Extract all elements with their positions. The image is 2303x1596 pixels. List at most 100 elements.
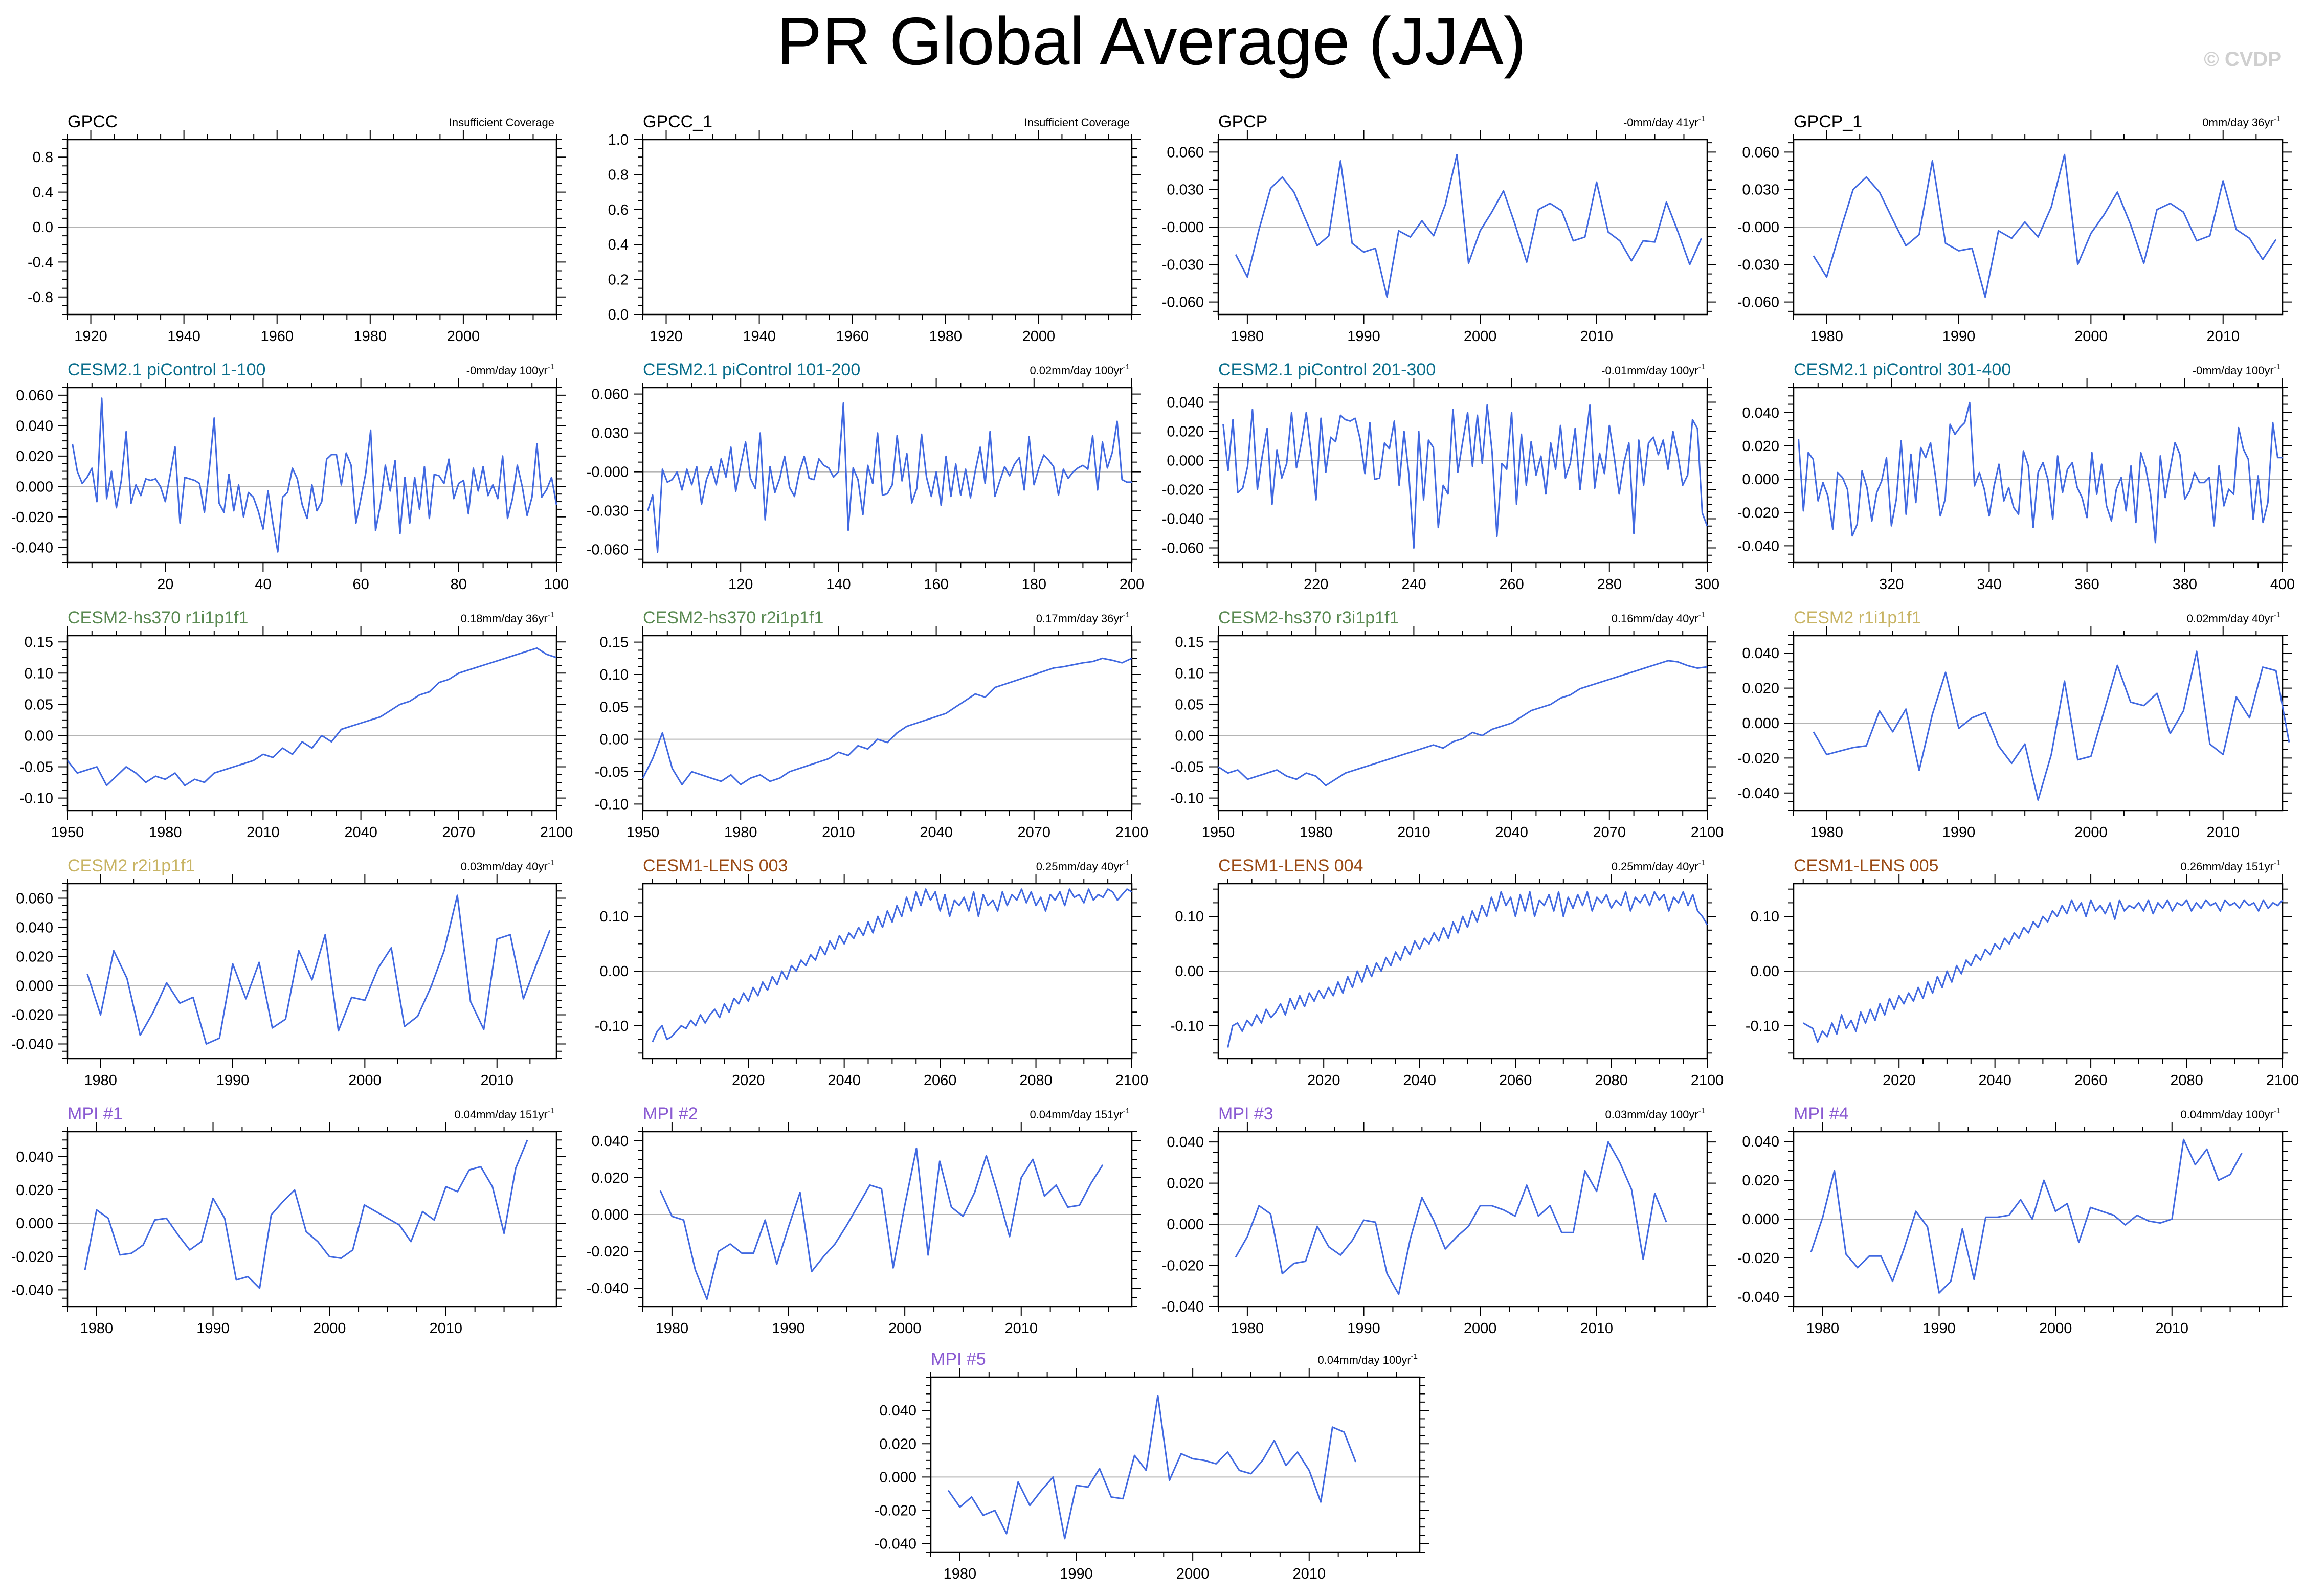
- y-tick-label: -0.040: [1737, 538, 1779, 554]
- y-tick-label: -0.020: [11, 1007, 53, 1024]
- y-tick-label: 0.00: [1751, 963, 1779, 980]
- panel-title: CESM2-hs370 r1i1p1f1: [68, 608, 248, 627]
- x-tick-label: 2010: [2156, 1320, 2189, 1337]
- x-tick-label: 1980: [80, 1320, 114, 1337]
- x-tick-label: 2040: [1495, 824, 1528, 841]
- panel-stat: 0.25mm/day 40yr-1: [1612, 859, 1705, 873]
- x-tick-label: 2070: [442, 824, 476, 841]
- x-tick-label: 140: [826, 576, 851, 593]
- y-tick-label: -0.10: [595, 796, 629, 813]
- panel-stat: 0.04mm/day 100yr-1: [2180, 1107, 2280, 1121]
- y-tick-label: -0.020: [1737, 1250, 1779, 1267]
- panel-17: 1980 1990 2000 2010 -0.040 -0.020 0.000 0.020 0.…: [11, 1104, 566, 1337]
- x-tick-label: 1980: [656, 1320, 689, 1337]
- x-tick-label: 1980: [1806, 1320, 1840, 1337]
- panel-stat-exponent: -1: [2274, 115, 2280, 123]
- series-line: [1235, 153, 1702, 298]
- y-tick-label: 0.10: [1175, 665, 1204, 682]
- panel-stat: 0.04mm/day 151yr-1: [1030, 1107, 1130, 1121]
- x-tick-label: 2010: [430, 1320, 463, 1337]
- y-tick-label: -0.10: [19, 791, 53, 807]
- x-tick-label: 1990: [1347, 1320, 1380, 1337]
- x-tick-label: 1980: [1810, 824, 1843, 841]
- y-tick-label: 0.000: [1742, 1211, 1779, 1228]
- y-tick-label: 0.020: [16, 1182, 53, 1199]
- x-tick-label: 1950: [627, 824, 660, 841]
- panel-stat: 0.25mm/day 40yr-1: [1036, 859, 1130, 873]
- x-tick-label: 260: [1499, 576, 1524, 593]
- x-tick-label: 1980: [929, 328, 963, 345]
- plot-frame: [66, 883, 557, 1060]
- x-tick-label: 2010: [247, 824, 280, 841]
- x-tick-label: 2010: [480, 1072, 513, 1089]
- x-tick-label: 2040: [1978, 1072, 2011, 1089]
- y-tick-label: 0.05: [1175, 696, 1204, 713]
- x-tick-label: 1980: [1231, 1320, 1264, 1337]
- panel-12: 1980 1990 2000 2010 -0.040 -0.020 0.000 0.020 0.…: [1737, 608, 2292, 841]
- panel-stat-exponent: -1: [548, 859, 554, 867]
- panel-4: 1980 1990 2000 2010 -0.060 -0.030 -0.000 0.030 0…: [1737, 112, 2292, 345]
- y-tick-label: -0.030: [1737, 257, 1779, 273]
- y-tick-label: -0.05: [19, 759, 53, 776]
- panel-stat-exponent: -1: [1698, 859, 1705, 867]
- x-tick-label: 2000: [2074, 824, 2108, 841]
- x-tick-label: 1980: [1300, 824, 1333, 841]
- panel-title: CESM2.1 piControl 101-200: [643, 360, 860, 379]
- panel-stat: 0.02mm/day 100yr-1: [1030, 363, 1130, 377]
- y-tick-label: -0.020: [11, 509, 53, 526]
- x-tick-label: 1980: [354, 328, 387, 345]
- series-line: [652, 888, 1132, 1043]
- y-tick-label: -0.05: [1170, 759, 1204, 776]
- y-tick-label: 0.000: [16, 479, 53, 495]
- x-tick-label: 1920: [74, 328, 107, 345]
- x-tick-label: 2060: [1499, 1072, 1532, 1089]
- panel-stat-exponent: -1: [548, 1107, 554, 1115]
- y-tick-label: 0.040: [16, 418, 53, 434]
- y-tick-label: 0.10: [600, 909, 629, 925]
- y-tick-label: 0.15: [600, 635, 629, 651]
- x-tick-label: 1940: [167, 328, 200, 345]
- panel-stat: 0.26mm/day 151yr-1: [2180, 859, 2280, 873]
- panel-title: CESM1-LENS 003: [643, 856, 788, 875]
- plot-frame: [1217, 1131, 1708, 1308]
- x-tick-label: 20: [157, 576, 173, 593]
- x-tick-label: 2040: [920, 824, 953, 841]
- x-tick-label: 2000: [313, 1320, 346, 1337]
- y-tick-label: -0.060: [1162, 295, 1204, 311]
- y-tick-label: 0.00: [600, 963, 629, 980]
- y-tick-label: 0.020: [879, 1436, 916, 1452]
- y-tick-label: -0.020: [1162, 482, 1204, 499]
- y-tick-label: 0.020: [16, 448, 53, 465]
- x-tick-label: 2010: [2206, 824, 2240, 841]
- panel-15: 2020 2040 2060 2080 2100 -0.10 0.00 0.10 CESM1-L…: [1170, 856, 1724, 1089]
- panel-2: 1920 1940 1960 1980 2000 0.0 0.2 0.4 0.6 0.8 1.0 GP…: [608, 112, 1141, 345]
- x-tick-label: 2080: [2170, 1072, 2203, 1089]
- series-line: [1813, 153, 2277, 298]
- y-tick-label: 0.000: [16, 978, 53, 995]
- y-tick-label: 0.00: [25, 728, 53, 744]
- y-tick-label: -0.020: [875, 1503, 916, 1519]
- y-tick-label: 0.4: [608, 237, 629, 253]
- y-tick-label: 0.020: [1742, 1173, 1779, 1189]
- series-line: [947, 1395, 1357, 1540]
- series-line: [1235, 1141, 1667, 1295]
- y-tick-label: 0.060: [591, 387, 629, 403]
- y-tick-label: 0.030: [1167, 182, 1204, 198]
- x-tick-label: 2040: [1403, 1072, 1436, 1089]
- x-tick-label: 120: [728, 576, 753, 593]
- x-tick-label: 1950: [1202, 824, 1235, 841]
- series-line: [1810, 1138, 2243, 1294]
- y-tick-label: -0.000: [1162, 219, 1204, 236]
- x-tick-label: 1990: [216, 1072, 250, 1089]
- y-tick-label: 0.040: [591, 1133, 629, 1150]
- panel-stat: 0.03mm/day 40yr-1: [461, 859, 554, 873]
- x-tick-label: 320: [1879, 576, 1904, 593]
- y-tick-label: -0.8: [28, 289, 53, 306]
- series-line: [659, 1147, 1104, 1300]
- x-tick-label: 400: [2270, 576, 2295, 593]
- x-tick-label: 1960: [260, 328, 294, 345]
- watermark: © CVDP: [2204, 48, 2282, 71]
- y-tick-label: -0.10: [1746, 1018, 1779, 1035]
- panel-title: GPCP_1: [1794, 112, 1862, 131]
